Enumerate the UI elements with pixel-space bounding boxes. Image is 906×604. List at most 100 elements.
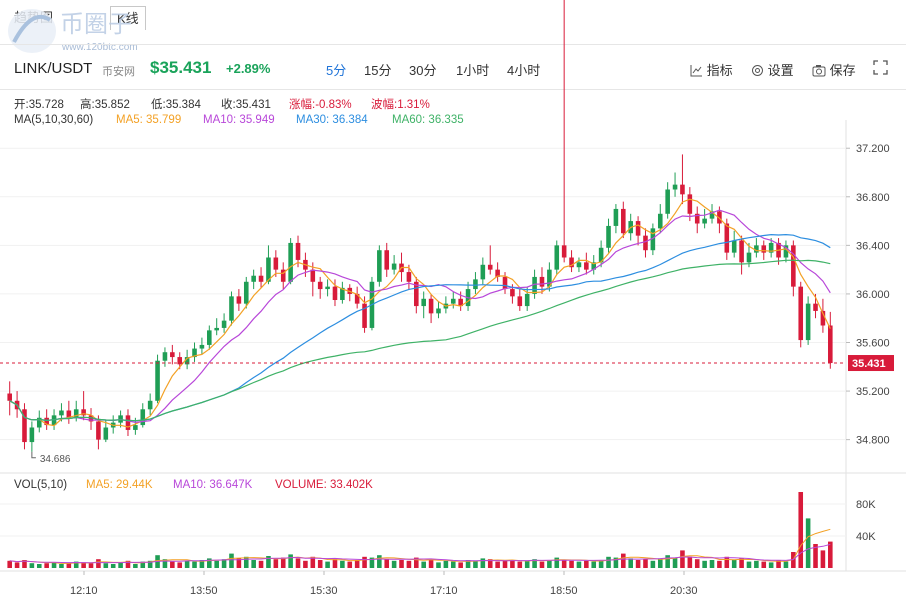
volume-bar [776,560,781,568]
vol-ma10-line [9,543,831,564]
volume-bar [746,561,752,568]
candle-body [458,298,463,307]
interval-4h[interactable]: 4小时 [507,63,541,78]
ticker-header: LINK/USDT 币安网 $35.431 +2.89% 5分 15分 30分 … [0,44,906,90]
price-tick-label: 35.200 [856,386,890,398]
candle-body [436,308,441,314]
ma10-line [9,209,831,424]
candle-body [783,245,789,258]
volume-bar [170,561,175,568]
volume-bar [606,556,611,568]
candle-body [384,250,390,270]
volume-bar [428,559,434,568]
price-tick-label: 34.800 [856,435,890,447]
volume-bar [258,560,264,568]
pair-label: LINK/USDT [14,60,93,77]
volume-bar [591,561,597,568]
interval-15m[interactable]: 15分 [364,63,392,78]
candle-body [125,415,131,430]
volume-bar [717,560,722,568]
volume-bar [613,557,619,568]
save-button[interactable]: 保存 [812,60,856,79]
candle-body [59,410,64,416]
candle-body [754,245,759,253]
volume-bar [761,561,767,568]
price-tick-label: 36.000 [856,289,890,301]
candle-body [450,298,456,304]
camera-icon [812,65,826,77]
volume-bar [340,560,345,568]
interval-1h[interactable]: 1小时 [456,63,490,78]
volume-bar [694,559,700,568]
interval-5m[interactable]: 5分 [326,63,347,78]
candle-body [258,275,264,282]
volume-bar [369,557,375,568]
volume-bar [192,561,197,568]
volume-bar [672,557,678,568]
volume-bar [576,561,582,568]
volume-bar [539,561,545,568]
price-tick-label: 37.200 [856,143,890,155]
volume-bar [384,559,390,568]
price-tick-label: 35.600 [856,338,890,350]
candle-body [480,264,486,280]
candle-body [81,409,86,416]
volume-bar [598,560,604,568]
watermark-url: www.120btc.com [61,42,138,53]
volume-bar [310,556,316,568]
volume-bar [221,559,227,568]
indicators-icon [690,65,702,77]
price-tick-label: 36.400 [856,240,890,252]
volume-bar [362,556,367,568]
ma10-value: MA10: 35.949 [203,114,275,126]
candle-body [88,415,94,422]
volume-bar [273,559,279,568]
volume-bar [251,560,256,568]
candle-body [192,348,197,358]
candle-body [266,257,271,282]
volume-tick-label: 40K [856,531,876,543]
watermark-logo: 币圈子 www.120btc.com [8,9,138,53]
candle-body [428,298,434,314]
volume-bar [554,557,560,568]
volume-bar [177,562,183,568]
candle-body [199,344,205,349]
candle-body [621,208,626,234]
candle-body [702,218,707,224]
volume-bar [473,560,478,568]
tab-bar: 趋势图 K线 [0,0,906,38]
volume-bar [214,560,219,568]
candle-body [22,409,27,443]
candle-body [502,276,508,290]
candle-body [273,257,279,270]
volume-bar [66,563,72,568]
volume-bar [288,554,293,568]
volume-bar [280,557,286,568]
settings-button[interactable]: 设置 [751,60,794,79]
volume-bar [44,563,49,568]
candle-body [680,184,685,195]
candle-body [310,269,316,282]
candle-body [569,257,574,268]
candle-body [768,242,774,253]
indicators-button[interactable]: 指标 [690,60,733,79]
volume-bar [532,559,537,568]
volume-bar [739,558,744,568]
vol-ma5-value: MA5: 29.44K [86,479,153,491]
vol-volume-value: VOLUME: 33.402K [275,479,373,491]
ma30-value: MA30: 36.384 [296,114,368,126]
candle-body [251,275,256,282]
fullscreen-icon[interactable] [873,60,888,75]
volume-bar [332,559,338,568]
tab-kline[interactable]: K线 [110,6,146,30]
volume-bar [768,562,774,568]
candle-body [177,357,183,365]
interval-30m[interactable]: 30分 [409,63,437,78]
volume-bar [480,558,486,568]
volume-bar [421,561,426,568]
candle-body [598,247,604,263]
candle-body [414,281,419,307]
volume-bar [783,561,789,568]
